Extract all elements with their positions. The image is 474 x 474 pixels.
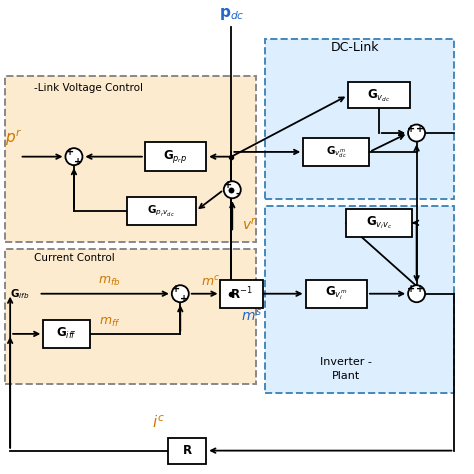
Text: -: - [236,189,239,199]
Text: Inverter -: Inverter - [320,357,372,367]
Text: Plant: Plant [332,372,360,382]
Text: +: + [66,146,74,156]
Circle shape [408,285,425,302]
FancyBboxPatch shape [5,76,256,242]
FancyBboxPatch shape [346,209,412,237]
Text: +: + [181,294,189,304]
Text: +: + [172,283,180,293]
FancyBboxPatch shape [348,82,410,108]
Text: $i^c$: $i^c$ [153,414,165,430]
Text: $\mathbf{G}_{p_r p}$: $\mathbf{G}_{p_r p}$ [164,148,188,165]
Text: +: + [416,124,424,134]
Circle shape [408,125,425,142]
Text: $p^r$: $p^r$ [5,128,23,148]
Text: $v^r$: $v^r$ [242,217,257,233]
Text: +: + [408,124,416,134]
Text: +: + [408,284,416,294]
Text: $m^c$: $m^c$ [201,275,221,289]
FancyBboxPatch shape [306,280,367,308]
Text: $\mathbf{G}_{p_r v_{dc}}$: $\mathbf{G}_{p_r v_{dc}}$ [147,203,175,219]
Text: -Link Voltage Control: -Link Voltage Control [34,83,143,93]
Text: $\mathbf{G}_{iff}$: $\mathbf{G}_{iff}$ [56,326,77,341]
FancyBboxPatch shape [5,249,256,383]
Text: Current Control: Current Control [34,253,115,263]
FancyBboxPatch shape [303,138,369,166]
Text: +: + [74,157,82,167]
Text: $m_{fb}$: $m_{fb}$ [98,275,120,289]
Circle shape [65,148,82,165]
Text: $\mathbf{G}_{ifb}$: $\mathbf{G}_{ifb}$ [10,287,29,301]
FancyBboxPatch shape [220,280,263,308]
Circle shape [172,285,189,302]
Text: DC-Link: DC-Link [331,41,379,55]
FancyBboxPatch shape [168,438,206,464]
FancyBboxPatch shape [145,143,206,171]
Text: $m^s$: $m^s$ [241,308,262,324]
Text: $\mathbf{G}_{v_{dc}^m}$: $\mathbf{G}_{v_{dc}^m}$ [326,144,346,160]
Circle shape [224,181,241,198]
FancyBboxPatch shape [43,319,91,348]
FancyBboxPatch shape [265,38,455,199]
Text: +: + [224,180,233,190]
Text: $m_{ff}$: $m_{ff}$ [99,316,120,328]
Text: $\mathbf{G}_{v_{dc}}$: $\mathbf{G}_{v_{dc}}$ [367,87,391,103]
Text: +: + [416,284,424,294]
FancyBboxPatch shape [265,206,455,393]
Text: $\mathbf{R}$: $\mathbf{R}$ [182,444,193,457]
Text: $\mathbf{R}^{-1}$: $\mathbf{R}^{-1}$ [230,285,253,302]
FancyBboxPatch shape [127,197,196,225]
Text: $\mathbf{G}_{v_i^m}$: $\mathbf{G}_{v_i^m}$ [325,285,347,302]
Text: $\mathbf{G}_{v_i v_c}$: $\mathbf{G}_{v_i v_c}$ [365,215,392,231]
Text: $\mathbf{p}_{dc}$: $\mathbf{p}_{dc}$ [219,6,244,22]
